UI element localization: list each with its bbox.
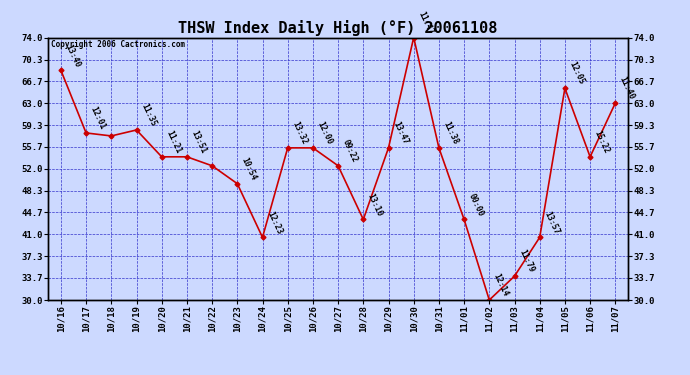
Text: 11:38: 11:38 <box>442 120 460 146</box>
Text: 13:32: 13:32 <box>290 120 308 146</box>
Text: 12:14: 12:14 <box>492 272 511 298</box>
Title: THSW Index Daily High (°F) 20061108: THSW Index Daily High (°F) 20061108 <box>179 20 497 36</box>
Text: 12:00: 12:00 <box>315 120 334 146</box>
Text: 13:51: 13:51 <box>190 129 208 155</box>
Text: 11:21: 11:21 <box>164 129 183 155</box>
Text: 00:00: 00:00 <box>466 192 485 217</box>
Text: 13:40: 13:40 <box>63 43 82 69</box>
Text: 10:54: 10:54 <box>240 156 258 182</box>
Text: 12:01: 12:01 <box>88 105 107 131</box>
Text: 13:57: 13:57 <box>542 210 561 236</box>
Text: 11:79: 11:79 <box>517 249 535 274</box>
Text: 12:05: 12:05 <box>567 60 586 86</box>
Text: 12:23: 12:23 <box>265 210 284 236</box>
Text: 11:47: 11:47 <box>416 10 435 36</box>
Text: 15:22: 15:22 <box>593 129 611 155</box>
Text: 11:40: 11:40 <box>618 75 636 101</box>
Text: 13:47: 13:47 <box>391 120 409 146</box>
Text: Copyright 2006 Cactronics.com: Copyright 2006 Cactronics.com <box>51 40 186 49</box>
Text: 13:10: 13:10 <box>366 192 384 217</box>
Text: 11:35: 11:35 <box>139 102 157 128</box>
Text: 09:22: 09:22 <box>341 138 359 164</box>
